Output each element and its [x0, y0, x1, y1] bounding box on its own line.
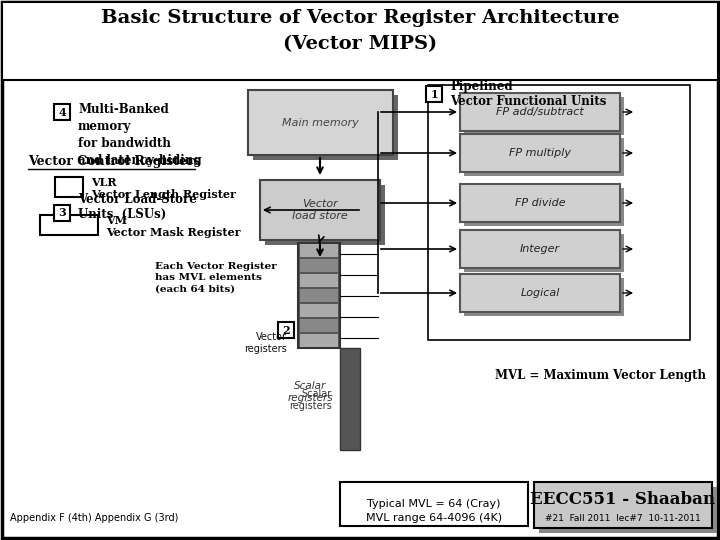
Bar — [265, 185, 385, 245]
Bar — [460, 230, 620, 268]
Text: Vector Mask Register: Vector Mask Register — [106, 226, 240, 238]
Bar — [460, 184, 620, 222]
Bar — [54, 205, 70, 221]
Bar — [460, 134, 620, 172]
Text: Vector
load store: Vector load store — [292, 199, 348, 221]
Text: Logical: Logical — [521, 288, 559, 298]
Text: Integer: Integer — [520, 244, 560, 254]
Bar — [460, 93, 620, 131]
Text: VM: VM — [106, 214, 127, 226]
Text: VLR: VLR — [91, 177, 117, 187]
Bar — [40, 215, 98, 235]
Text: Typical MVL = 64 (Cray): Typical MVL = 64 (Cray) — [367, 499, 500, 509]
Text: Scalar
registers: Scalar registers — [287, 381, 333, 403]
Text: 2: 2 — [282, 325, 290, 335]
Bar — [464, 138, 624, 176]
Bar — [534, 482, 712, 528]
Bar — [340, 348, 360, 450]
Bar — [300, 334, 338, 347]
Text: Multi-Banked
memory
for bandwidth
and latency-hiding: Multi-Banked memory for bandwidth and la… — [78, 103, 202, 167]
Bar — [464, 278, 624, 316]
Text: EECC551 - Shaaban: EECC551 - Shaaban — [531, 491, 716, 508]
Bar — [426, 86, 442, 102]
Bar — [300, 259, 338, 272]
Text: (Vector MIPS): (Vector MIPS) — [283, 35, 437, 53]
Bar — [253, 95, 398, 160]
Bar — [464, 234, 624, 272]
Bar — [54, 104, 70, 120]
Text: Pipelined
Vector Functional Units: Pipelined Vector Functional Units — [450, 80, 606, 108]
Text: Appendix F (4th) Appendix G (3rd): Appendix F (4th) Appendix G (3rd) — [10, 513, 179, 523]
Bar — [278, 322, 294, 338]
Bar — [300, 319, 338, 332]
Text: Vector Length Register: Vector Length Register — [91, 188, 236, 199]
Bar — [55, 177, 83, 197]
Bar — [460, 274, 620, 312]
Bar — [300, 244, 338, 257]
Text: 3: 3 — [58, 207, 66, 219]
Bar — [464, 188, 624, 226]
Text: Vector Control Registers: Vector Control Registers — [28, 156, 201, 168]
Bar — [428, 85, 690, 340]
Text: FP divide: FP divide — [515, 198, 565, 208]
Text: FP multiply: FP multiply — [509, 148, 571, 158]
Text: Basic Structure of Vector Register Architecture: Basic Structure of Vector Register Archi… — [101, 9, 619, 27]
Text: 4: 4 — [58, 106, 66, 118]
Bar — [539, 487, 717, 533]
Text: FP add/subtract: FP add/subtract — [496, 107, 584, 117]
Bar — [260, 180, 380, 240]
Text: MVL = Maximum Vector Length: MVL = Maximum Vector Length — [495, 368, 706, 381]
Text: Vector Load-Store
Units  (LSUs): Vector Load-Store Units (LSUs) — [78, 193, 197, 221]
Text: Scalar
registers: Scalar registers — [289, 389, 332, 411]
Text: Main memory: Main memory — [282, 118, 359, 127]
Bar — [340, 482, 528, 526]
Text: Each Vector Register
has MVL elements
(each 64 bits): Each Vector Register has MVL elements (e… — [155, 262, 276, 294]
Bar — [298, 243, 340, 348]
Bar — [248, 90, 393, 155]
Text: Vector
registers: Vector registers — [244, 332, 287, 354]
Bar — [300, 274, 338, 287]
Bar — [464, 97, 624, 135]
Text: 1: 1 — [430, 89, 438, 99]
Bar — [300, 304, 338, 317]
Bar — [2, 2, 718, 80]
Text: #21  Fall 2011  lec#7  10-11-2011: #21 Fall 2011 lec#7 10-11-2011 — [545, 514, 701, 523]
Bar — [300, 289, 338, 302]
Text: MVL range 64-4096 (4K): MVL range 64-4096 (4K) — [366, 513, 502, 523]
